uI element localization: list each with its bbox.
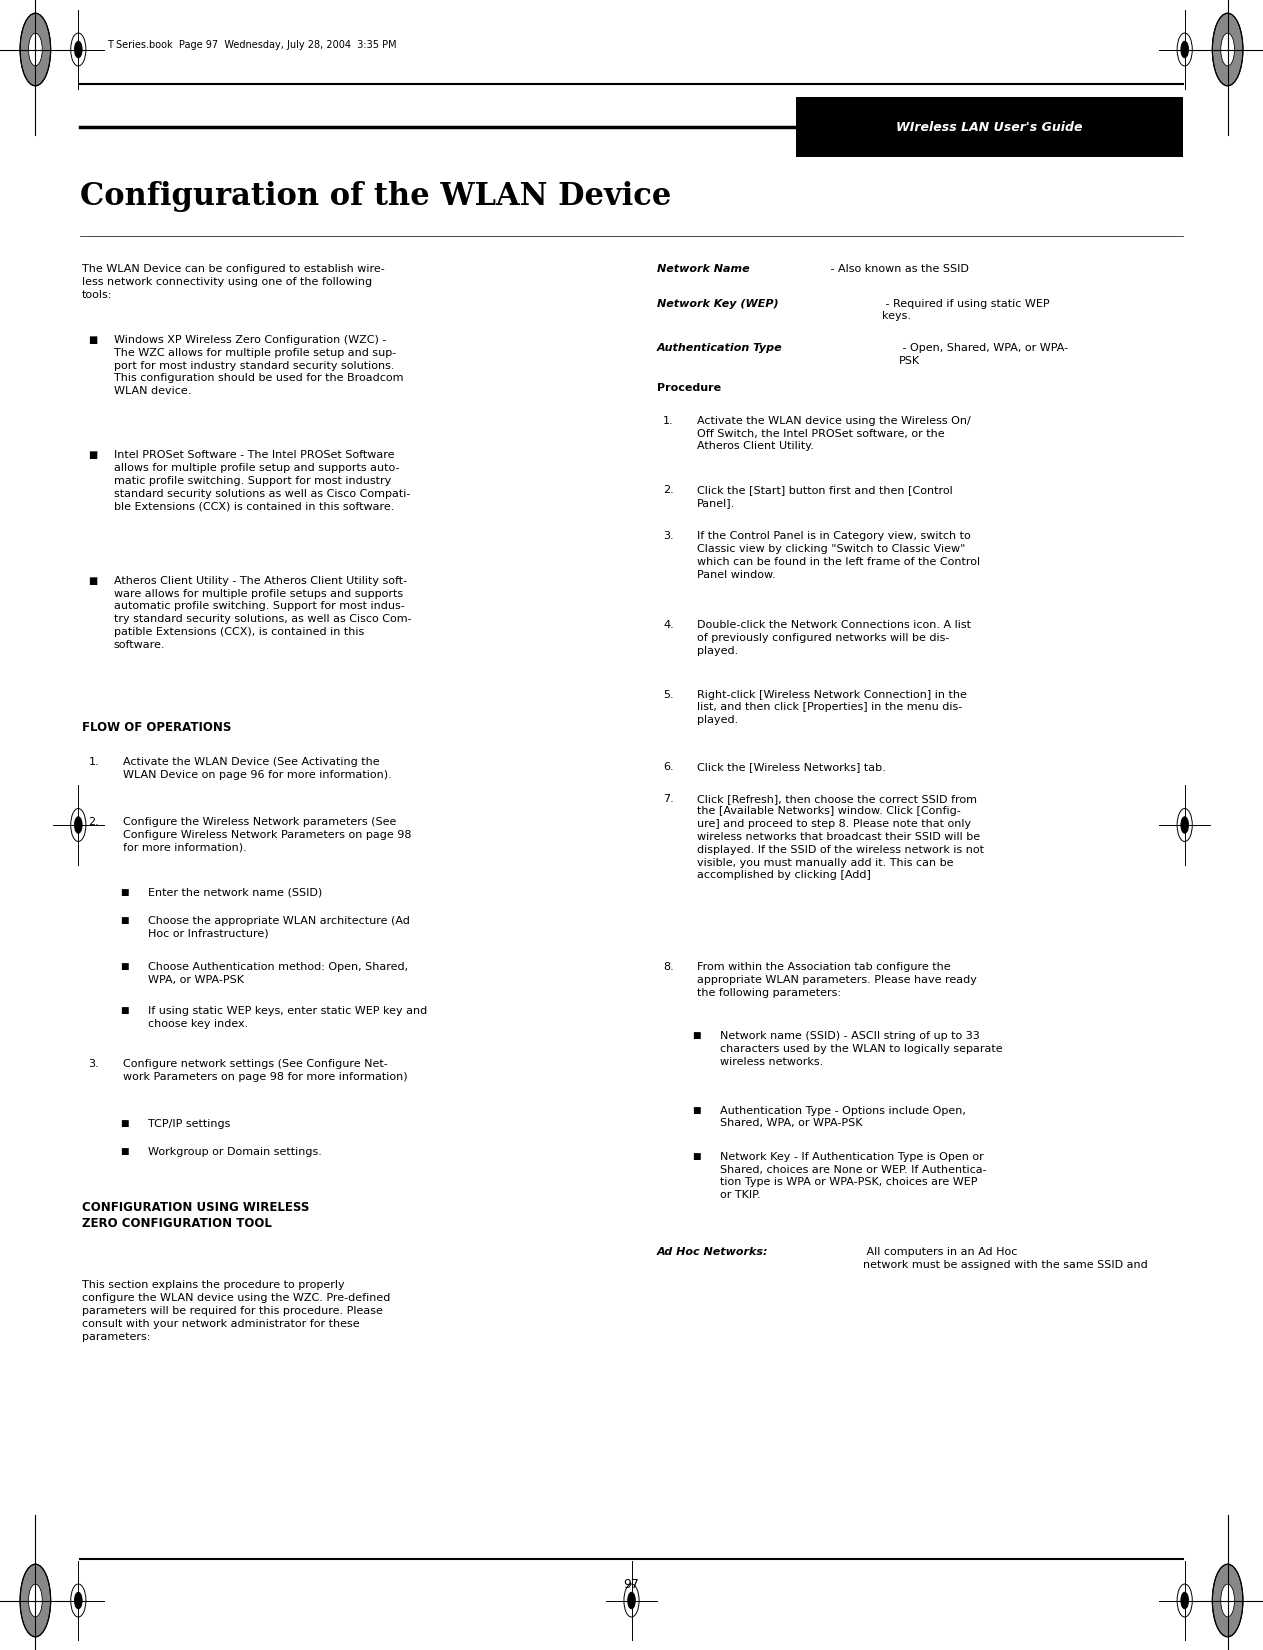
Text: 3.: 3. [88,1059,99,1069]
Text: Configuration of the WLAN Device: Configuration of the WLAN Device [80,182,671,213]
Ellipse shape [1221,1584,1234,1617]
Text: ■: ■ [88,576,97,586]
Text: 1.: 1. [88,757,99,767]
Text: 7.: 7. [663,794,674,804]
Text: Right-click [Wireless Network Connection] in the
list, and then click [Propertie: Right-click [Wireless Network Connection… [697,690,967,726]
Text: Click the [Wireless Networks] tab.: Click the [Wireless Networks] tab. [697,762,885,772]
Text: 2.: 2. [663,485,674,495]
Ellipse shape [628,1592,635,1609]
Text: If using static WEP keys, enter static WEP key and
choose key index.: If using static WEP keys, enter static W… [148,1006,427,1030]
Text: ■: ■ [120,916,129,924]
Text: 4.: 4. [663,620,674,630]
Ellipse shape [29,33,42,66]
Text: Configure network settings (See Configure Net-
work Parameters on page 98 for mo: Configure network settings (See Configur… [123,1059,407,1082]
Text: Click [Refresh], then choose the correct SSID from
the [Available Networks] wind: Click [Refresh], then choose the correct… [697,794,984,881]
Text: Network Key - If Authentication Type is Open or
Shared, choices are None or WEP.: Network Key - If Authentication Type is … [720,1152,986,1200]
Ellipse shape [1212,13,1243,86]
Text: Network Name: Network Name [657,264,749,274]
Text: The WLAN Device can be configured to establish wire-
less network connectivity u: The WLAN Device can be configured to est… [82,264,385,300]
Text: 97: 97 [624,1577,639,1591]
Text: This section explains the procedure to properly
configure the WLAN device using : This section explains the procedure to p… [82,1280,390,1341]
Text: Authentication Type - Options include Open,
Shared, WPA, or WPA-PSK: Authentication Type - Options include Op… [720,1106,966,1129]
Text: - Required if using static WEP
keys.: - Required if using static WEP keys. [882,299,1050,322]
Text: - Also known as the SSID: - Also known as the SSID [827,264,969,274]
Ellipse shape [75,1592,82,1609]
Text: FLOW OF OPERATIONS: FLOW OF OPERATIONS [82,721,231,734]
Text: Choose Authentication method: Open, Shared,
WPA, or WPA-PSK: Choose Authentication method: Open, Shar… [148,962,408,985]
Text: CONFIGURATION USING WIRELESS
ZERO CONFIGURATION TOOL: CONFIGURATION USING WIRELESS ZERO CONFIG… [82,1201,309,1231]
Text: Choose the appropriate WLAN architecture (Ad
Hoc or Infrastructure): Choose the appropriate WLAN architecture… [148,916,409,939]
Text: ■: ■ [120,962,129,970]
Text: Network name (SSID) - ASCII string of up to 33
characters used by the WLAN to lo: Network name (SSID) - ASCII string of up… [720,1031,1003,1068]
Text: All computers in an Ad Hoc
network must be assigned with the same SSID and: All computers in an Ad Hoc network must … [863,1247,1147,1270]
Text: 2.: 2. [88,817,100,827]
Ellipse shape [1181,1592,1188,1609]
Text: Intel PROSet Software - The Intel PROSet Software
allows for multiple profile se: Intel PROSet Software - The Intel PROSet… [114,450,410,512]
Text: Atheros Client Utility - The Atheros Client Utility soft-
ware allows for multip: Atheros Client Utility - The Atheros Cli… [114,576,412,650]
Text: Activate the WLAN device using the Wireless On/
Off Switch, the Intel PROSet sof: Activate the WLAN device using the Wirel… [697,416,971,452]
FancyBboxPatch shape [796,97,1183,157]
Text: Activate the WLAN Device (See Activating the
WLAN Device on page 96 for more inf: Activate the WLAN Device (See Activating… [123,757,392,780]
Ellipse shape [29,1584,42,1617]
Text: ■: ■ [88,335,97,345]
Text: - Open, Shared, WPA, or WPA-
PSK: - Open, Shared, WPA, or WPA- PSK [899,343,1068,366]
Text: ■: ■ [120,888,129,896]
Text: Double-click the Network Connections icon. A list
of previously configured netwo: Double-click the Network Connections ico… [697,620,971,657]
Text: From within the Association tab configure the
appropriate WLAN parameters. Pleas: From within the Association tab configur… [697,962,978,998]
Text: ■: ■ [88,450,97,460]
Text: Click the [Start] button first and then [Control
Panel].: Click the [Start] button first and then … [697,485,952,508]
Text: ■: ■ [692,1152,701,1160]
Text: Ad Hoc Networks:: Ad Hoc Networks: [657,1247,768,1257]
Ellipse shape [1221,33,1234,66]
Text: Authentication Type: Authentication Type [657,343,782,353]
Ellipse shape [1181,41,1188,58]
Text: T Series.book  Page 97  Wednesday, July 28, 2004  3:35 PM: T Series.book Page 97 Wednesday, July 28… [107,40,397,50]
Ellipse shape [75,41,82,58]
Ellipse shape [1212,1564,1243,1637]
Text: 8.: 8. [663,962,674,972]
Text: WIreless LAN User's Guide: WIreless LAN User's Guide [895,120,1082,134]
Ellipse shape [20,1564,51,1637]
Text: 6.: 6. [663,762,673,772]
Ellipse shape [20,13,51,86]
Text: Procedure: Procedure [657,383,721,393]
Text: ■: ■ [120,1006,129,1015]
Text: Configure the Wireless Network parameters (See
Configure Wireless Network Parame: Configure the Wireless Network parameter… [123,817,410,853]
Text: ■: ■ [120,1119,129,1127]
Text: 5.: 5. [663,690,673,700]
Text: TCP/IP settings: TCP/IP settings [148,1119,230,1129]
Text: Windows XP Wireless Zero Configuration (WZC) -
The WZC allows for multiple profi: Windows XP Wireless Zero Configuration (… [114,335,403,396]
Text: ■: ■ [692,1106,701,1114]
Ellipse shape [1181,817,1188,833]
Text: If the Control Panel is in Category view, switch to
Classic view by clicking "Sw: If the Control Panel is in Category view… [697,531,980,579]
Ellipse shape [75,817,82,833]
Text: 3.: 3. [663,531,673,541]
Text: ■: ■ [692,1031,701,1040]
Text: 1.: 1. [663,416,673,426]
Text: Workgroup or Domain settings.: Workgroup or Domain settings. [148,1147,322,1157]
Text: Network Key (WEP): Network Key (WEP) [657,299,778,309]
Text: Enter the network name (SSID): Enter the network name (SSID) [148,888,322,898]
Text: ■: ■ [120,1147,129,1155]
